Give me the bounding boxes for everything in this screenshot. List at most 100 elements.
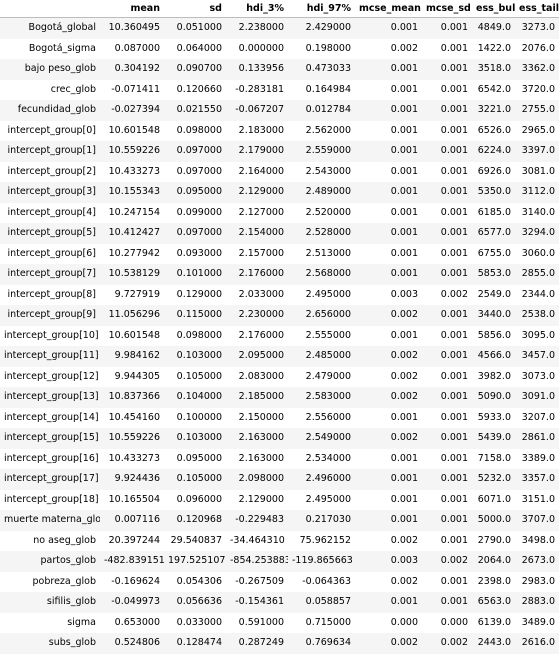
table-body: Bogotá_global 10.360495 0.051000 2.238000 2.… <box>0 17 559 654</box>
table-row: bajo peso_glob 0.304192 0.090700 0.133956 0.… <box>0 59 559 80</box>
table-row: sifilis_glob -0.049973 0.056636 -0.154361 0.… <box>0 592 559 613</box>
table-cell: 0.001 <box>440 63 468 74</box>
table-cell: 3091.0 <box>521 391 555 402</box>
table-cell: 0.001 <box>390 83 418 95</box>
table-cell: 0.001 <box>440 350 468 361</box>
table-cell: 9.727919 <box>114 288 160 300</box>
table-cell: 0.001 <box>440 83 468 95</box>
table-cell: 0.001 <box>440 370 468 382</box>
table-cell: -0.283181 <box>235 83 284 95</box>
row-label: fecundidad_glob <box>17 104 96 115</box>
table-cell: 2.098000 <box>238 473 284 484</box>
table-row: intercept_group[7] 10.538129 0.101000 2.176… <box>0 264 559 285</box>
table-cell: 0.099000 <box>176 206 222 218</box>
table-cell: 2.095000 <box>238 350 284 361</box>
table-cell: 0.002 <box>440 637 468 648</box>
table-cell: 0.002 <box>390 391 418 402</box>
table-cell: 3112.0 <box>521 186 555 197</box>
table-cell: 0.101000 <box>176 268 222 279</box>
table-cell: 6563.0 <box>477 596 511 607</box>
table-cell: 29.540837 <box>170 534 222 546</box>
table-cell: 3081.0 <box>521 165 555 177</box>
table-cell: 0.001 <box>440 186 468 197</box>
table-cell: 0.003 <box>390 555 418 566</box>
table-cell: 0.001 <box>440 534 468 546</box>
row-label: intercept_group[11] <box>4 350 99 361</box>
table-cell: 0.001 <box>390 247 418 259</box>
table-cell: 0.001 <box>390 473 418 484</box>
table-cell: 0.105000 <box>176 473 222 484</box>
table-cell: 2.154000 <box>238 227 284 238</box>
table-cell: 0.021550 <box>176 104 222 115</box>
table-cell: 0.000 <box>390 616 418 628</box>
table-row: intercept_group[0] 10.601548 0.098000 2.183… <box>0 120 559 141</box>
table-cell: 2.157000 <box>238 247 284 259</box>
table-cell: 2.129000 <box>238 186 284 197</box>
table-cell: 5933.0 <box>477 411 511 423</box>
table-cell: 0.000 <box>440 616 468 628</box>
table-row: no aseg_glob 20.397244 29.540837 -34.464310… <box>0 530 559 551</box>
table-cell: 0.097000 <box>176 227 222 238</box>
column-header: ess_bulk <box>476 3 515 14</box>
table-cell: 0.002 <box>390 432 418 443</box>
table-cell: 6526.0 <box>477 124 511 136</box>
table-cell: 0.001 <box>440 145 468 156</box>
row-label: intercept_group[8] <box>7 288 96 300</box>
table-cell: 2.150000 <box>238 411 284 423</box>
column-header: mcse_mean <box>359 3 421 14</box>
table-cell: 2.534000 <box>305 452 351 464</box>
row-label: sigma <box>67 616 96 628</box>
table-cell: 2983.0 <box>521 575 555 587</box>
table-cell: 3273.0 <box>521 22 555 33</box>
table-cell: 0.591000 <box>238 616 284 628</box>
table-cell: 2755.0 <box>521 104 555 115</box>
table-cell: 0.120968 <box>176 514 222 525</box>
table-row: intercept_group[15] 10.559226 0.103000 2.16… <box>0 428 559 449</box>
table-cell: 2861.0 <box>521 432 555 443</box>
column-header: sd <box>209 3 222 14</box>
table-cell: 0.002 <box>390 309 418 320</box>
table-cell: 0.001 <box>390 268 418 279</box>
column-header: mean <box>130 3 160 14</box>
table-cell: 2.496000 <box>305 473 351 484</box>
table-cell: -482.839151 <box>104 555 164 566</box>
table-cell: 2.568000 <box>305 268 351 279</box>
row-label: intercept_group[10] <box>4 329 99 341</box>
table-cell: 2538.0 <box>521 309 555 320</box>
row-label: intercept_group[5] <box>7 227 96 238</box>
table-cell: -119.865663 <box>292 555 353 566</box>
table-cell: 0.003 <box>390 288 418 300</box>
table-cell: 0.001 <box>390 63 418 74</box>
table-row: intercept_group[4] 10.247154 0.099000 2.127… <box>0 202 559 223</box>
table-row: Bogotá_global 10.360495 0.051000 2.238000 2.… <box>0 17 559 39</box>
row-label: intercept_group[1] <box>7 145 96 156</box>
table-cell: 0.095000 <box>176 452 222 464</box>
table-cell: 3151.0 <box>521 493 555 505</box>
table-cell: 10.601548 <box>108 329 160 341</box>
table-cell: 0.051000 <box>176 22 222 33</box>
table-cell: 0.198000 <box>305 42 351 54</box>
table-cell: 6542.0 <box>477 83 511 95</box>
table-row: crec_glob -0.071411 0.120660 -0.283181 0.164… <box>0 79 559 100</box>
table-cell: 3397.0 <box>521 145 555 156</box>
table-cell: 0.001 <box>390 493 418 505</box>
table-cell: -0.049973 <box>111 596 160 607</box>
table-cell: 10.538129 <box>108 268 160 279</box>
table-cell: 0.058857 <box>305 596 351 607</box>
table-cell: 3357.0 <box>521 473 555 484</box>
table-cell: 0.001 <box>390 227 418 238</box>
table-cell: 3707.0 <box>521 514 555 525</box>
table-row: intercept_group[10] 10.601548 0.098000 2.17… <box>0 325 559 346</box>
table-cell: -0.027394 <box>111 104 160 115</box>
table-cell: 0.093000 <box>176 247 222 259</box>
table-cell: 10.559226 <box>108 432 160 443</box>
row-label: intercept_group[18] <box>4 493 99 505</box>
table-cell: 2.528000 <box>305 227 351 238</box>
table-cell: 2855.0 <box>521 268 555 279</box>
table-cell: 2.033000 <box>238 288 284 300</box>
table-cell: 4849.0 <box>477 22 511 33</box>
table-cell: 2790.0 <box>477 534 511 546</box>
table-cell: 0.096000 <box>176 493 222 505</box>
table-cell: 6185.0 <box>477 206 511 218</box>
table-cell: 0.001 <box>440 391 468 402</box>
